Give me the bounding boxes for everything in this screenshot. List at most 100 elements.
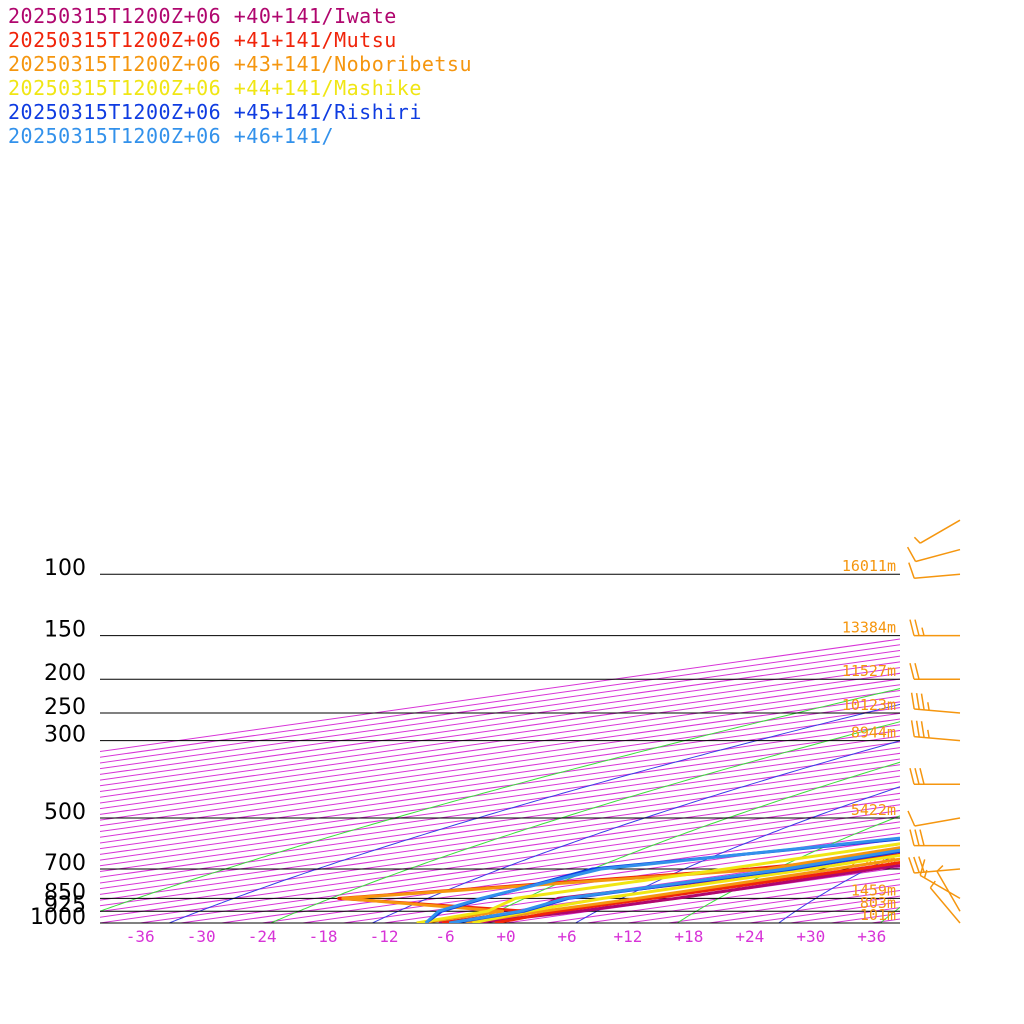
height-label-925: 803m — [860, 894, 896, 912]
isotherm-line — [100, 809, 900, 923]
temperature-tick-label: -6 — [435, 927, 454, 946]
legend-entry-rishiri: 20250315T1200Z+06 +45+141/Rishiri — [8, 100, 422, 124]
isotherm-line — [384, 849, 900, 923]
pressure-label-500: 500 — [44, 800, 86, 825]
dewpoint-profile-2 — [341, 846, 900, 923]
isotherm-line — [100, 707, 900, 821]
wind-barb-feather — [906, 546, 917, 562]
wind-barb — [909, 663, 960, 680]
isotherm-line — [221, 827, 900, 923]
wind-barb — [929, 880, 961, 924]
isotherm-line — [100, 649, 900, 764]
wind-barb — [919, 859, 961, 900]
wind-barb-half-feather — [927, 729, 930, 739]
temperature-tick-label: +36 — [857, 927, 886, 946]
temperature-profile-0 — [472, 863, 900, 923]
wind-barb — [909, 619, 960, 637]
wind-barb-feather — [908, 562, 915, 579]
wind-barb-staff — [915, 548, 961, 563]
wind-barb-staff — [914, 573, 961, 579]
pressure-label-925: 925 — [44, 893, 86, 918]
isotherm-line — [100, 655, 900, 770]
temperature-tick-label: -18 — [309, 927, 338, 946]
pressure-label-250: 250 — [44, 695, 86, 720]
height-label-150: 13384m — [842, 619, 896, 637]
temperature-tick-label: -36 — [126, 927, 155, 946]
wind-barb — [910, 720, 961, 742]
wind-barb — [909, 768, 960, 785]
temperature-profile-3 — [472, 853, 900, 923]
isotherm-line — [100, 712, 900, 827]
legend-entry-mashike: 20250315T1200Z+06 +44+141/Mashike — [8, 76, 422, 100]
wind-barb-feather — [920, 693, 925, 711]
wind-barb-staff — [914, 735, 961, 742]
wind-barb — [907, 810, 961, 827]
dewpoint-profile-5 — [424, 836, 900, 923]
height-label-850: 1459m — [851, 881, 896, 899]
wind-barb-feather — [910, 720, 915, 737]
temperature-profile-4 — [450, 849, 900, 923]
pressure-label-850: 850 — [44, 880, 86, 905]
pressure-label-300: 300 — [44, 723, 86, 748]
temperature-tick-label: +18 — [674, 927, 703, 946]
isotherm-line — [100, 775, 900, 890]
temperature-profile-5 — [448, 848, 900, 923]
dewpoint-profile-3 — [416, 842, 900, 923]
isotherm-line — [100, 747, 900, 861]
wind-barb — [908, 562, 961, 579]
wind-barb-staff — [919, 874, 961, 900]
wind-barb-feather — [908, 857, 915, 874]
wind-barb — [913, 519, 961, 544]
temperature-tick-label: -12 — [370, 927, 399, 946]
wind-barb-half-feather — [913, 536, 921, 544]
height-label-100: 16011m — [842, 557, 896, 575]
temperature-tick-label: -30 — [187, 927, 216, 946]
wind-barb-half-feather — [927, 702, 930, 711]
wind-barb-staff — [914, 708, 961, 714]
isotherm-line — [100, 769, 900, 884]
wind-barb-staff — [914, 817, 961, 827]
height-label-250: 10123m — [842, 696, 896, 714]
wind-barb-feather — [907, 810, 916, 827]
isotherm-line — [100, 695, 900, 810]
isotherm-line — [180, 821, 900, 923]
pressure-label-1000: 1000 — [30, 905, 86, 930]
temperature-profile-1 — [494, 861, 900, 923]
isotherm-line — [100, 672, 900, 787]
isotherm-line — [100, 684, 900, 798]
pressure-label-100: 100 — [44, 556, 86, 581]
wind-barb-feather — [918, 856, 925, 873]
wind-barb-feather — [919, 829, 925, 846]
isotherm-line — [302, 838, 900, 923]
isotherm-line — [546, 872, 900, 923]
temperature-tick-label: -24 — [248, 927, 277, 946]
height-label-200: 11527m — [842, 662, 896, 680]
temperature-profile-2 — [466, 857, 900, 923]
legend-entry-46n141e: 20250315T1200Z+06 +46+141/ — [8, 124, 335, 148]
wind-barb — [908, 856, 961, 874]
legend: 20250315T1200Z+06 +40+141/Iwate 20250315… — [8, 4, 472, 148]
isotherm-line — [100, 758, 900, 873]
dewpoint-profile-4 — [424, 837, 900, 923]
wind-barb-feather — [919, 768, 925, 785]
wind-barb-feather — [909, 619, 915, 636]
wind-barb-feather — [914, 663, 920, 680]
temperature-tick-label: +12 — [613, 927, 642, 946]
temperature-tick-label: +30 — [796, 927, 825, 946]
isotherm-line — [100, 638, 900, 753]
wind-barb-staff — [936, 871, 961, 912]
temperature-tick-label: +6 — [557, 927, 576, 946]
height-label-300: 8944m — [851, 724, 896, 742]
legend-entry-mutsu: 20250315T1200Z+06 +41+141/Mutsu — [8, 28, 397, 52]
isotherm-line — [100, 764, 900, 878]
isotherm-line — [100, 661, 900, 775]
isotherm-line — [100, 718, 900, 833]
wind-barb-feather — [915, 720, 920, 738]
wind-barb-half-feather — [923, 869, 928, 879]
wind-barb-half-feather — [936, 865, 944, 872]
sounding-group — [337, 836, 900, 923]
wind-barb-feather — [909, 829, 915, 846]
isotherm-line — [100, 792, 900, 907]
isotherm-line — [100, 678, 900, 793]
